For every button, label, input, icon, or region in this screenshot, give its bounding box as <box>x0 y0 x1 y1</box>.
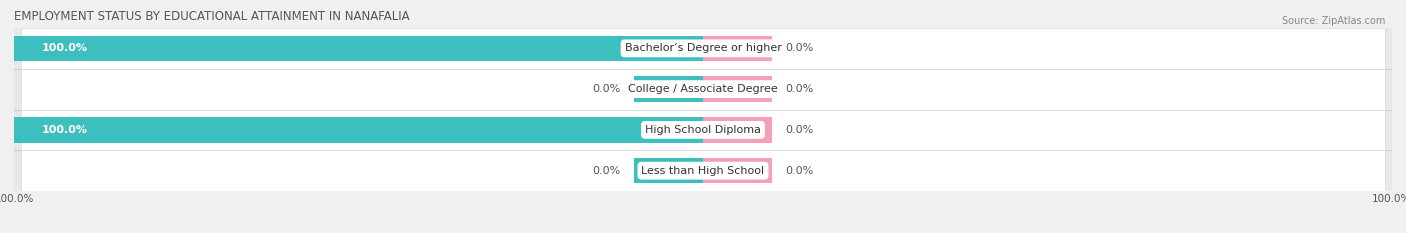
Text: Less than High School: Less than High School <box>641 166 765 176</box>
Bar <box>634 76 703 102</box>
Text: 0.0%: 0.0% <box>786 166 814 176</box>
Bar <box>14 69 1392 110</box>
Text: 100.0%: 100.0% <box>42 125 87 135</box>
Bar <box>21 150 1385 191</box>
Text: College / Associate Degree: College / Associate Degree <box>628 84 778 94</box>
Text: 0.0%: 0.0% <box>786 43 814 53</box>
Text: EMPLOYMENT STATUS BY EDUCATIONAL ATTAINMENT IN NANAFALIA: EMPLOYMENT STATUS BY EDUCATIONAL ATTAINM… <box>14 10 409 23</box>
Text: 100.0%: 100.0% <box>42 43 87 53</box>
Bar <box>703 76 772 102</box>
Bar <box>703 158 772 183</box>
Bar <box>14 150 1392 191</box>
Bar <box>21 110 1385 150</box>
Bar <box>703 36 772 61</box>
Bar <box>14 117 703 143</box>
Bar <box>634 158 703 183</box>
Text: High School Diploma: High School Diploma <box>645 125 761 135</box>
Text: 0.0%: 0.0% <box>592 166 620 176</box>
Bar <box>703 117 772 143</box>
Text: 0.0%: 0.0% <box>786 84 814 94</box>
Text: Bachelor’s Degree or higher: Bachelor’s Degree or higher <box>624 43 782 53</box>
Bar <box>14 36 703 61</box>
Bar <box>14 28 1392 69</box>
Bar <box>21 28 1385 69</box>
Text: 0.0%: 0.0% <box>592 84 620 94</box>
Bar <box>14 110 1392 150</box>
Bar <box>21 69 1385 110</box>
Text: Source: ZipAtlas.com: Source: ZipAtlas.com <box>1281 16 1385 26</box>
Text: 0.0%: 0.0% <box>786 125 814 135</box>
